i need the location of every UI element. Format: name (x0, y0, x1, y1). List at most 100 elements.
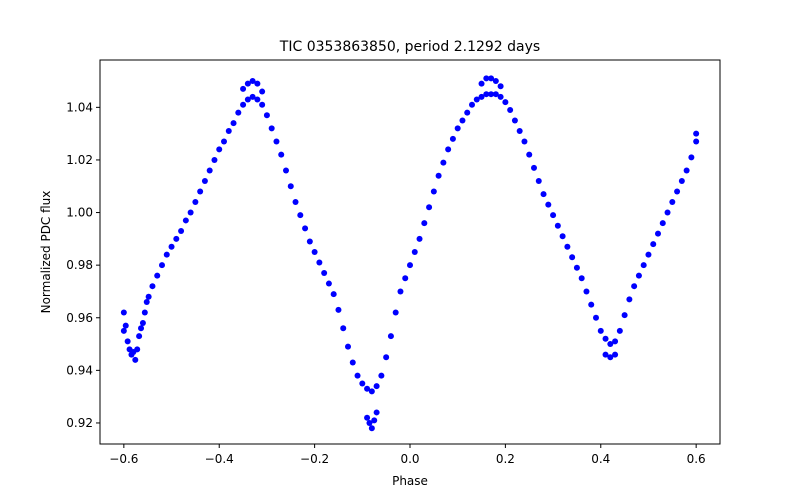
data-point (488, 75, 495, 82)
data-point (449, 135, 456, 142)
data-point (440, 159, 447, 166)
data-point (469, 101, 475, 108)
data-point (345, 343, 351, 350)
data-point (173, 235, 180, 242)
data-point (325, 280, 332, 287)
data-point (287, 183, 294, 190)
data-point (445, 146, 452, 153)
data-point (612, 351, 619, 358)
y-tick-label: 0.96 (66, 311, 93, 325)
data-point (316, 259, 323, 266)
data-point (674, 188, 681, 195)
data-point (364, 414, 371, 421)
data-point (216, 146, 223, 153)
data-point (330, 291, 337, 298)
data-point (254, 96, 261, 103)
data-point (488, 91, 495, 98)
data-point (163, 251, 170, 258)
data-point (225, 128, 232, 135)
x-axis-ticks: −0.6 −0.4 −0.2 0.0 0.2 0.4 0.6 (109, 444, 706, 466)
data-point (683, 167, 690, 174)
data-point (368, 425, 375, 432)
x-tick-label: −0.4 (205, 452, 234, 466)
data-point (631, 283, 638, 290)
data-point (650, 241, 657, 248)
data-point (416, 235, 423, 242)
data-point (626, 296, 633, 303)
data-point (602, 351, 609, 358)
y-tick-label: 0.92 (66, 416, 93, 430)
data-point (559, 233, 566, 240)
x-tick-label: −0.6 (109, 452, 138, 466)
data-point (621, 312, 628, 319)
data-point (278, 151, 285, 158)
data-point (120, 327, 127, 334)
data-point (249, 93, 256, 100)
data-point (182, 217, 189, 224)
data-point (371, 417, 378, 424)
data-point (235, 109, 242, 116)
data-point (507, 106, 514, 113)
plot-frame (99, 59, 721, 445)
data-point (143, 298, 150, 305)
data-point (192, 199, 199, 206)
data-point (254, 80, 261, 87)
data-point (535, 177, 542, 184)
data-point (616, 327, 623, 334)
data-point (249, 78, 256, 85)
data-point (521, 138, 528, 145)
data-point (154, 272, 161, 279)
data-point (292, 199, 299, 206)
data-point (136, 333, 143, 340)
data-point (373, 383, 380, 390)
data-point (497, 93, 504, 100)
data-point (483, 75, 490, 82)
data-point (502, 99, 509, 106)
data-point (583, 288, 590, 295)
x-tick-label: 0.2 (496, 452, 515, 466)
data-point (655, 230, 661, 237)
data-point (120, 309, 127, 316)
data-point (259, 88, 266, 95)
data-point (366, 419, 373, 426)
data-point (178, 227, 185, 234)
data-point (387, 333, 394, 340)
data-point (373, 409, 380, 416)
data-point (659, 220, 666, 227)
data-point (426, 204, 433, 211)
data-point (122, 322, 129, 329)
data-point (407, 262, 413, 269)
data-point (411, 249, 418, 255)
data-point (211, 156, 218, 163)
data-point (139, 320, 146, 327)
data-point (569, 254, 576, 261)
y-axis-ticks: 0.92 0.94 0.96 0.98 1.00 1.02 1.04 (66, 100, 100, 430)
data-point (593, 314, 599, 321)
y-tick-label: 1.02 (66, 153, 93, 167)
data-point (244, 80, 251, 87)
data-point (240, 101, 247, 108)
data-point (693, 138, 700, 145)
data-point (693, 130, 700, 137)
data-point (540, 191, 547, 198)
data-point (612, 338, 619, 345)
data-point (483, 91, 490, 98)
data-point (383, 354, 390, 361)
data-point (273, 138, 280, 145)
data-point (145, 293, 152, 300)
data-point (187, 209, 194, 216)
data-point (221, 138, 227, 145)
data-point (526, 151, 533, 158)
y-axis-label: Normalized PDC flux (39, 191, 53, 314)
data-point (645, 251, 652, 258)
data-point (168, 243, 175, 250)
data-point (669, 199, 676, 206)
data-point (492, 78, 499, 85)
data-point (497, 83, 504, 90)
data-point (664, 209, 671, 216)
data-point (473, 96, 480, 103)
x-tick-label: 0.6 (687, 452, 706, 466)
data-point (349, 359, 356, 366)
data-point (640, 262, 647, 269)
data-point (149, 283, 156, 290)
